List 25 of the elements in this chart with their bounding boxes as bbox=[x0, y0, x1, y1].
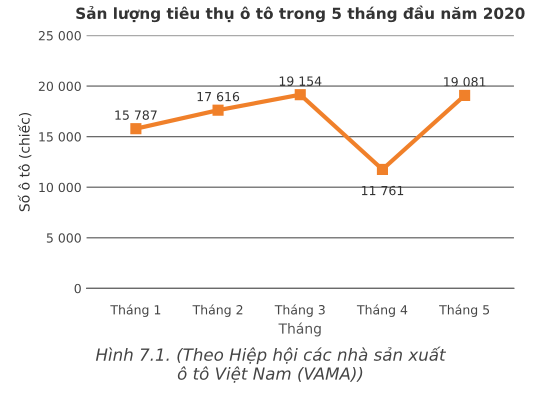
y-tick-label: 20 000 bbox=[38, 82, 81, 92]
y-tick-label: 15 000 bbox=[39, 132, 81, 142]
y-tick-label: 5 000 bbox=[46, 233, 81, 243]
y-axis-title: Số ô tô (chiếc) bbox=[18, 112, 32, 212]
y-tick-label: 10 000 bbox=[39, 182, 81, 192]
data-label: 19 081 bbox=[444, 77, 486, 87]
x-tick-label: Tháng 4 bbox=[356, 304, 408, 317]
data-label: 17 616 bbox=[198, 92, 240, 102]
y-tick-label: 0 bbox=[74, 284, 81, 294]
x-tick-label: Tháng 2 bbox=[192, 304, 242, 317]
chart-title: Sản lượng tiêu thụ ô tô trong 5 tháng đầu năm 2020 bbox=[76, 6, 525, 22]
x-axis-title: Tháng bbox=[278, 322, 321, 336]
point bbox=[130, 123, 142, 134]
point bbox=[212, 104, 224, 116]
text: Hình 7.1. (Theo Hiệp hội các nhà sản xuất ô tô Việt Nam (VAMA)) bbox=[96, 346, 446, 383]
y-tick-label: 25 000 bbox=[38, 31, 81, 40]
data-label: 15 787 bbox=[115, 110, 157, 120]
data-label: 11 761 bbox=[362, 186, 404, 196]
point bbox=[294, 89, 306, 100]
x-tick-label: Tháng 5 bbox=[439, 304, 490, 317]
data-label: 19 154 bbox=[280, 76, 322, 86]
x-tick-label: Tháng 3 bbox=[274, 304, 325, 317]
x-tick-label: Tháng 1 bbox=[110, 304, 160, 317]
point bbox=[459, 90, 470, 101]
point bbox=[376, 164, 388, 175]
